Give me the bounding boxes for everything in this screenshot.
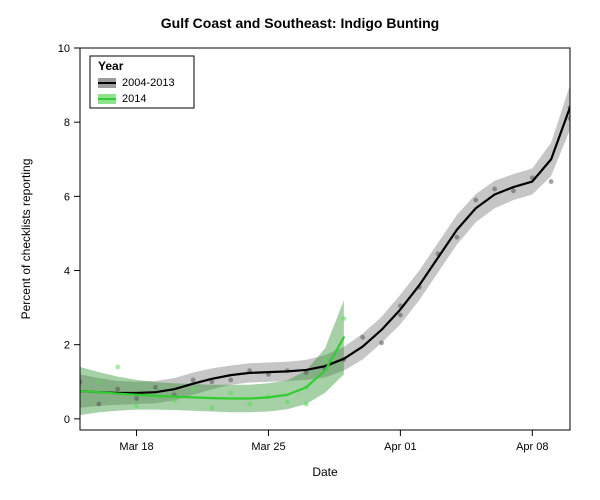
chart-title: Gulf Coast and Southeast: Indigo Bunting	[161, 15, 439, 31]
point	[191, 378, 196, 383]
legend-title: Year	[98, 59, 124, 73]
point	[96, 402, 101, 407]
y-tick-label: 0	[64, 414, 70, 426]
x-tick-label: Apr 01	[384, 441, 416, 453]
y-tick-label: 2	[64, 340, 70, 352]
point	[360, 335, 365, 340]
point	[172, 398, 177, 403]
point	[115, 365, 120, 370]
x-tick-label: Mar 18	[119, 441, 153, 453]
point	[210, 405, 215, 410]
point	[115, 387, 120, 392]
y-tick-label: 8	[64, 117, 70, 129]
point	[511, 188, 516, 193]
x-tick-label: Mar 25	[251, 441, 285, 453]
point	[247, 402, 252, 407]
x-tick-label: Apr 08	[516, 441, 548, 453]
legend-label: 2004-2013	[122, 77, 175, 89]
point	[323, 357, 328, 362]
chart-container: Gulf Coast and Southeast: Indigo Bunting…	[0, 0, 600, 500]
point	[228, 378, 233, 383]
point	[379, 340, 384, 345]
chart-svg: Gulf Coast and Southeast: Indigo Bunting…	[0, 0, 600, 500]
point	[134, 396, 139, 401]
y-tick-label: 6	[64, 191, 70, 203]
plot-area	[78, 85, 573, 415]
x-axis-label: Date	[312, 465, 338, 479]
point	[492, 187, 497, 192]
point	[191, 387, 196, 392]
point	[473, 198, 478, 203]
y-axis-label: Percent of checklists reporting	[19, 159, 33, 320]
point	[455, 235, 460, 240]
point	[549, 179, 554, 184]
point	[134, 403, 139, 408]
point	[341, 316, 346, 321]
point	[228, 391, 233, 396]
legend-label: 2014	[122, 93, 146, 105]
point	[398, 313, 403, 318]
point	[153, 385, 158, 390]
y-tick-label: 10	[58, 43, 70, 55]
point	[285, 400, 290, 405]
y-tick-label: 4	[64, 266, 70, 278]
point	[96, 379, 101, 384]
point	[304, 402, 309, 407]
